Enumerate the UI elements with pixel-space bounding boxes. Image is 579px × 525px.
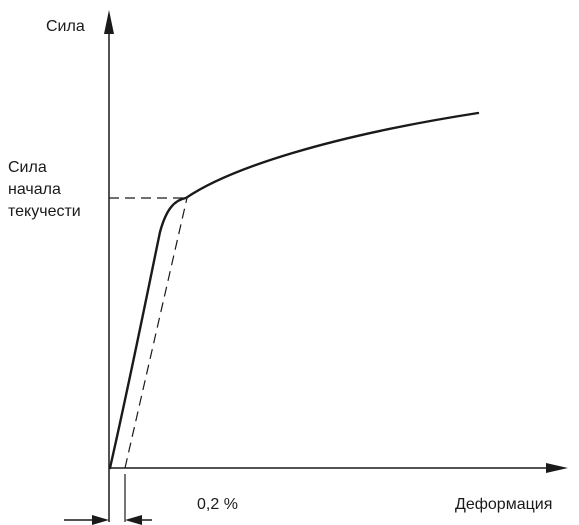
force-deformation-curve <box>108 111 480 470</box>
yield-force-label: Сила начала текучести <box>8 157 81 223</box>
yield-force-label-line-1: Сила <box>8 159 47 176</box>
offset-label: 0,2 % <box>197 496 238 513</box>
yield-force-label-line-2: начала <box>8 181 61 198</box>
yield-force-label-line-3: текучести <box>8 203 81 220</box>
offset-line <box>124 197 188 469</box>
deformation-axis-arrowhead <box>546 463 568 473</box>
deformation-axis-label: Деформация <box>455 496 553 513</box>
offset-dimension-left-arrow <box>92 515 109 525</box>
offset-dimension-right-arrow <box>125 515 142 525</box>
force-axis-label: Сила <box>46 18 85 35</box>
force-axis-arrowhead <box>104 10 114 34</box>
